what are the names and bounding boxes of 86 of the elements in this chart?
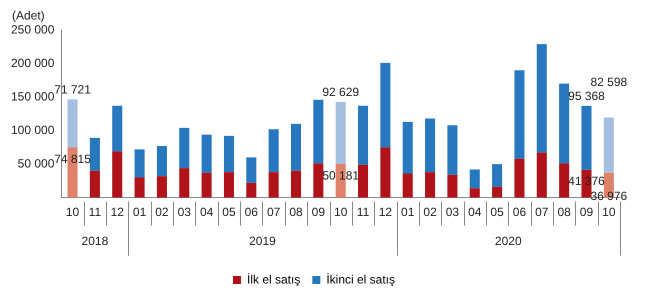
bar [402, 173, 413, 198]
bar [290, 170, 302, 198]
bar [202, 134, 212, 173]
bar [559, 84, 570, 164]
bar [156, 146, 167, 176]
x-tick-label: 10 [602, 205, 616, 220]
data-label: 92 629 [322, 85, 360, 100]
x-tick-label: 06 [512, 205, 526, 220]
x-tick-label: 12 [378, 205, 392, 220]
x-tick-label: 04 [200, 205, 214, 220]
legend-label: İlk el satış [246, 272, 300, 286]
bar [224, 172, 234, 198]
y-tick-label: 200 000 [10, 56, 55, 70]
text: 2018 [82, 234, 109, 248]
bar [358, 164, 368, 198]
bar [313, 163, 324, 198]
bar [470, 188, 480, 198]
bar [202, 172, 212, 198]
bar [447, 174, 458, 198]
x-tick-label: 07 [266, 205, 281, 220]
y-tick-label: 50 000 [18, 156, 55, 170]
x-tick-label: 03 [446, 205, 460, 220]
bar [380, 62, 390, 148]
text: 2020 [494, 234, 522, 248]
bar [402, 122, 413, 174]
x-tick-label: 01 [132, 205, 147, 220]
bar [313, 100, 324, 164]
x-tick-label: 11 [356, 205, 370, 220]
x-tick-label: 06 [244, 205, 258, 220]
bar [156, 176, 167, 198]
bar [290, 124, 302, 171]
bar [246, 182, 256, 198]
x-tick-label: 07 [535, 205, 549, 220]
bar [425, 172, 436, 198]
bar [358, 106, 368, 165]
x-tick-label: 05 [490, 205, 504, 220]
bar [514, 70, 524, 159]
bar [246, 157, 256, 183]
bar [336, 102, 346, 164]
legend-label: İkinci el satış [326, 272, 396, 286]
y-tick-label: 100 000 [10, 122, 55, 137]
bar [90, 170, 100, 198]
x-tick-label: 03 [178, 205, 192, 220]
y-axis-title: (Adet) [12, 8, 45, 22]
bar [112, 151, 122, 198]
bar [514, 158, 524, 198]
x-tick-label: 11 [88, 205, 102, 220]
x-tick-label: 04 [468, 205, 482, 220]
bar [268, 172, 279, 198]
bar [380, 147, 390, 198]
x-tick-label: 02 [423, 205, 438, 220]
bar [90, 138, 100, 171]
x-tick-label: 01 [401, 205, 415, 220]
y-tick-label: 150 000 [10, 89, 55, 104]
x-tick-label: 02 [155, 205, 169, 220]
data-label: 82 598 [590, 74, 628, 89]
bar [425, 118, 436, 172]
bar [179, 168, 190, 198]
bar [268, 129, 279, 172]
bar [224, 136, 234, 172]
data-label: 71 721 [54, 82, 92, 97]
x-tick-label: 08 [289, 205, 303, 220]
bar [536, 44, 547, 153]
y-tick-label: 250 000 [10, 22, 55, 36]
bar [112, 106, 122, 152]
bar [559, 163, 570, 198]
bar [536, 152, 547, 198]
bar [604, 117, 614, 173]
bar [68, 99, 78, 148]
bar [134, 149, 145, 178]
x-tick-label: 05 [222, 205, 236, 220]
bar [470, 169, 480, 188]
bar [492, 164, 502, 187]
text: 2019 [249, 234, 276, 248]
bar [581, 106, 592, 170]
data-label: 36 976 [590, 189, 628, 204]
bar [492, 186, 502, 198]
x-tick-label: 10 [334, 205, 348, 220]
x-tick-label: 12 [110, 205, 124, 220]
bar [447, 125, 458, 175]
bar [179, 128, 190, 168]
x-tick-label: 10 [66, 205, 80, 220]
x-tick-label: 08 [557, 205, 572, 220]
bar [134, 177, 145, 198]
x-tick-label: 09 [580, 205, 594, 220]
x-tick-label: 09 [312, 205, 326, 220]
